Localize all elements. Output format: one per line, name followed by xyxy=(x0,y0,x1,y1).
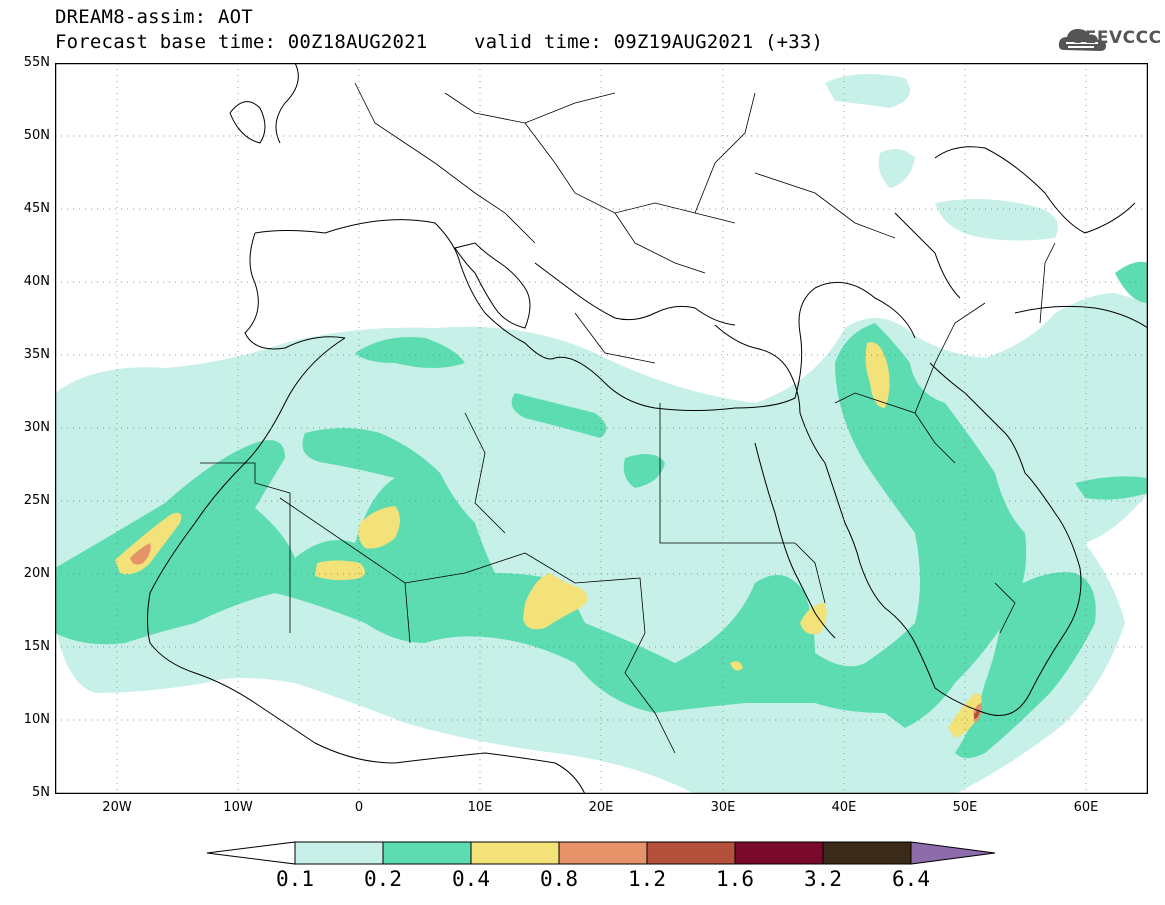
colorbar-swatch xyxy=(734,841,824,865)
map-title: DREAM8-assim: AOT xyxy=(55,6,253,28)
lat-label: 40N xyxy=(23,274,50,289)
aot-map xyxy=(55,63,1148,794)
colorbar-swatch xyxy=(646,841,736,865)
forecast-time-subtitle: Forecast base time: 00Z18AUG2021 valid t… xyxy=(55,31,824,53)
colorbar-arrow-left xyxy=(206,841,296,865)
lon-label: 40E xyxy=(831,800,857,815)
colorbar-swatch xyxy=(294,841,384,865)
lat-label: 25N xyxy=(23,493,50,508)
lon-label: 10E xyxy=(467,800,493,815)
lat-label: 15N xyxy=(23,639,50,654)
logo-text: SEEVCCC xyxy=(1072,28,1162,48)
colorbar-swatch xyxy=(822,841,912,865)
colorbar-label: 3.2 xyxy=(804,867,842,891)
cloud-icon xyxy=(1058,29,1106,51)
lat-label: 45N xyxy=(23,201,50,216)
lat-label: 55N xyxy=(23,55,50,70)
lon-label: 30E xyxy=(710,800,736,815)
colorbar-arrow-right xyxy=(910,841,996,865)
lat-label: 30N xyxy=(23,420,50,435)
lon-label: 50E xyxy=(952,800,978,815)
coastlines xyxy=(147,63,1148,794)
lat-label: 10N xyxy=(23,712,50,727)
map-frame xyxy=(55,63,1148,794)
colorbar-swatch xyxy=(382,841,472,865)
lon-label: 0 xyxy=(354,800,364,815)
lat-label: 20N xyxy=(23,566,50,581)
lon-label: 10W xyxy=(223,800,253,815)
colorbar-label: 6.4 xyxy=(892,867,930,891)
colorbar-label: 0.1 xyxy=(276,867,314,891)
colorbar-label: 1.6 xyxy=(716,867,754,891)
colorbar-label: 0.2 xyxy=(364,867,402,891)
lon-label: 20E xyxy=(588,800,614,815)
aot-field-1-2 xyxy=(974,710,980,719)
colorbar-label: 0.4 xyxy=(452,867,490,891)
lat-label: 50N xyxy=(23,128,50,143)
lon-label: 20W xyxy=(102,800,132,815)
colorbar xyxy=(206,841,996,865)
aot-field-0-2 xyxy=(55,261,1148,758)
lat-label: 35N xyxy=(23,347,50,362)
colorbar-swatch xyxy=(470,841,560,865)
map-grid xyxy=(55,63,1148,794)
colorbar-label: 1.2 xyxy=(628,867,666,891)
aot-field-0-4 xyxy=(115,342,982,738)
colorbar-label: 0.8 xyxy=(540,867,578,891)
country-borders xyxy=(200,82,1056,754)
lat-label: 5N xyxy=(32,785,50,800)
lon-label: 60E xyxy=(1073,800,1099,815)
colorbar-swatch xyxy=(558,841,648,865)
